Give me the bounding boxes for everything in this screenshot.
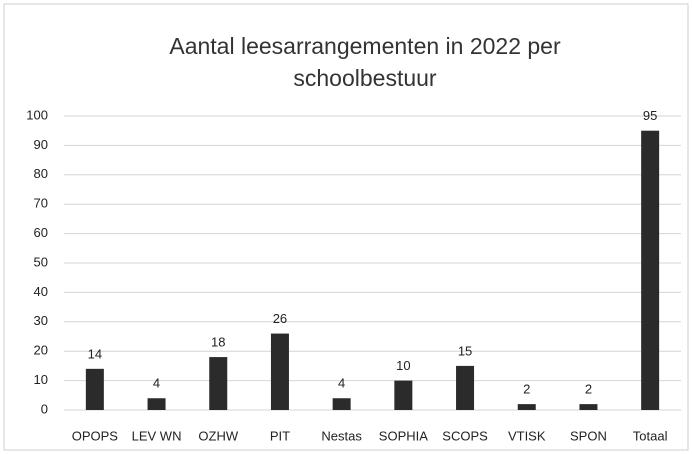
data-label: 95 — [643, 108, 657, 123]
y-tick-label: 30 — [34, 313, 48, 328]
data-label: 10 — [396, 358, 410, 373]
bar — [641, 130, 660, 410]
data-label: 2 — [585, 382, 592, 397]
bar — [147, 398, 166, 410]
x-tick-label: PIT — [270, 428, 290, 443]
bar — [85, 368, 104, 410]
data-label: 14 — [88, 346, 102, 361]
bar — [394, 380, 413, 410]
x-tick-label: Nestas — [321, 428, 362, 443]
x-tick-label: SOPHIA — [379, 428, 428, 443]
y-tick-label: 10 — [34, 372, 48, 387]
bar — [209, 357, 228, 410]
y-tick-label: 90 — [34, 137, 48, 152]
x-tick-label: SCOPS — [442, 428, 488, 443]
y-tick-label: 50 — [34, 254, 48, 269]
data-label: 4 — [338, 376, 345, 391]
y-tick-label: 60 — [34, 225, 48, 240]
y-tick-label: 80 — [34, 166, 48, 181]
x-tick-label: OPOPS — [72, 428, 119, 443]
data-label: 18 — [211, 335, 225, 350]
bar — [332, 398, 351, 410]
data-label: 15 — [458, 343, 472, 358]
bar — [579, 404, 598, 410]
bar — [270, 333, 289, 410]
y-tick-label: 20 — [34, 343, 48, 358]
bar — [517, 404, 536, 410]
x-tick-label: SPON — [570, 428, 607, 443]
data-label: 4 — [153, 376, 160, 391]
chart-border — [3, 3, 689, 451]
y-tick-label: 40 — [34, 284, 48, 299]
chart-title: Aantal leesarrangementen in 2022 per sch… — [169, 33, 561, 91]
y-tick-label: 70 — [34, 196, 48, 211]
y-tick-label: 100 — [26, 107, 48, 122]
data-label: 26 — [273, 311, 287, 326]
bar — [456, 365, 475, 410]
x-tick-label: LEV WN — [132, 428, 182, 443]
x-tick-label: Totaal — [633, 428, 668, 443]
y-tick-label: 0 — [41, 401, 48, 416]
x-tick-label: VTISK — [508, 428, 546, 443]
data-label: 2 — [523, 382, 530, 397]
x-tick-label: OZHW — [198, 428, 238, 443]
